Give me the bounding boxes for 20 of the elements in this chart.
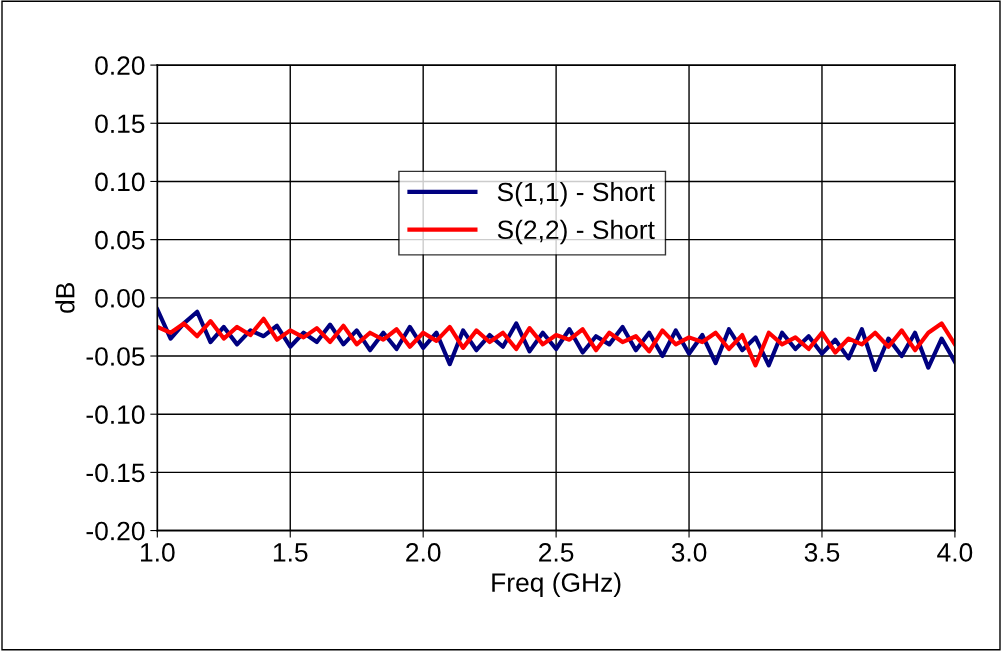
x-tick-label: 3.5 xyxy=(804,543,840,562)
x-tick-label: 3.0 xyxy=(671,543,707,562)
x-tick-label: 4.0 xyxy=(937,543,973,562)
y-tick-label: 0.05 xyxy=(95,230,145,250)
y-tick-label: -0.15 xyxy=(86,463,145,483)
y-tick-label: 0.10 xyxy=(95,172,145,192)
x-tick-label: 1.0 xyxy=(140,543,175,562)
y-axis-title: dB xyxy=(55,283,75,313)
y-tick-label: -0.20 xyxy=(86,521,145,541)
y-tick-label: -0.10 xyxy=(86,405,145,425)
y-tick-label: 0.15 xyxy=(95,114,145,134)
x-tick-label: 2.0 xyxy=(406,543,441,562)
x-tick-label: 1.5 xyxy=(273,543,308,562)
y-tick-label: -0.05 xyxy=(86,347,145,366)
x-axis-title: Freq (GHz) xyxy=(492,572,621,598)
legend-label: S(2,2) - Short xyxy=(497,219,655,245)
y-tick-label: 0.00 xyxy=(95,288,145,308)
legend-label: S(1,1) - Short xyxy=(497,181,655,207)
x-tick-label: 2.5 xyxy=(539,543,574,562)
y-tick-label: 0.20 xyxy=(95,56,145,75)
